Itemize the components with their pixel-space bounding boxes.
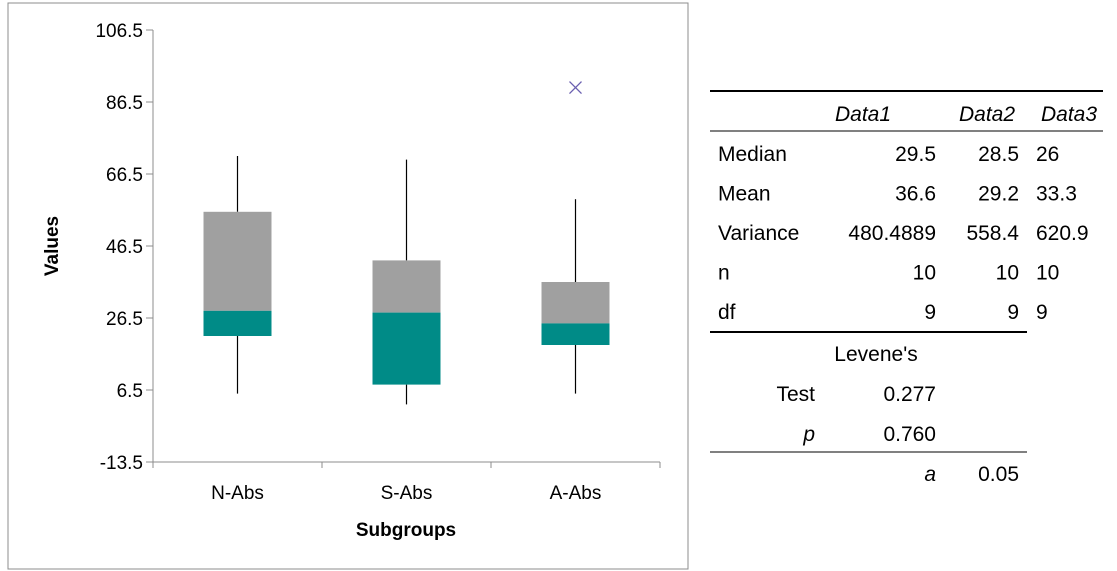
box-lower-segment <box>372 312 441 385</box>
table-cell: 10 <box>1036 262 1059 285</box>
table-cell: 33.3 <box>1036 183 1077 206</box>
table-header: Data1 Data2 Data3 <box>835 103 1097 126</box>
table-row-label: df <box>718 301 736 324</box>
y-tick-label: 66.5 <box>106 165 143 186</box>
table-col-header: Data2 <box>959 103 1015 126</box>
stats-table: Data1 Data2 Data3 Median 29.5 28.5 26 Mean 36.6… <box>710 90 1103 486</box>
alpha-label: a <box>924 463 936 486</box>
y-tick-group: 106.5 86.5 66.5 46.5 26.5 6.5 -13.5 <box>95 21 153 474</box>
box-upper-segment <box>203 211 272 311</box>
box-upper-segment <box>372 260 441 313</box>
table-row-label: n <box>718 262 730 285</box>
y-axis-title: Values <box>42 216 63 276</box>
x-tick-group: N-Abs S-Abs A-Abs <box>152 462 661 504</box>
table-cell: 9 <box>1007 301 1019 324</box>
levene-test-label: Test <box>776 383 815 406</box>
box-lower-segment <box>203 310 272 336</box>
box-plot-group <box>203 81 610 405</box>
table-cell: 480.4889 <box>848 222 936 245</box>
y-tick-label: 106.5 <box>95 21 143 42</box>
table-body: Median 29.5 28.5 26 Mean 36.6 29.2 33.3 Variance… <box>718 143 1089 324</box>
table-cell: 620.9 <box>1036 222 1089 245</box>
y-tick-label: 46.5 <box>106 237 143 258</box>
table-cell: 9 <box>1036 301 1048 324</box>
table-row-label: Mean <box>718 183 771 206</box>
table-cell: 10 <box>913 262 936 285</box>
table-col-header: Data3 <box>1041 103 1097 126</box>
x-tick-label: A-Abs <box>550 483 602 504</box>
table-cell: 29.5 <box>895 143 936 166</box>
box-upper-segment <box>541 282 610 324</box>
table-cell: 36.6 <box>895 183 936 206</box>
table-row-label: Variance <box>718 222 799 245</box>
y-tick-label: 86.5 <box>106 93 143 114</box>
levene-test-value: 0.277 <box>883 383 936 406</box>
box-lower-segment <box>541 323 610 345</box>
y-tick-label: -13.5 <box>100 453 143 474</box>
alpha-value: 0.05 <box>978 463 1019 486</box>
y-tick-label: 26.5 <box>106 309 143 330</box>
table-cell: 26 <box>1036 143 1059 166</box>
levene-heading: Levene's <box>834 343 917 366</box>
table-cell: 10 <box>996 262 1019 285</box>
outlier-marker <box>569 81 582 95</box>
x-tick-label: N-Abs <box>211 483 264 504</box>
table-cell: 28.5 <box>978 143 1019 166</box>
table-row-label: Median <box>718 143 787 166</box>
table-cell: 9 <box>924 301 936 324</box>
table-cell: 29.2 <box>978 183 1019 206</box>
levene-p-label: p <box>802 423 815 446</box>
table-col-header: Data1 <box>835 103 891 126</box>
y-tick-label: 6.5 <box>117 381 143 402</box>
table-cell: 558.4 <box>966 222 1019 245</box>
x-axis-title: Subgroups <box>356 520 456 541</box>
levene-p-value: 0.760 <box>883 423 936 446</box>
x-tick-label: S-Abs <box>381 483 433 504</box>
